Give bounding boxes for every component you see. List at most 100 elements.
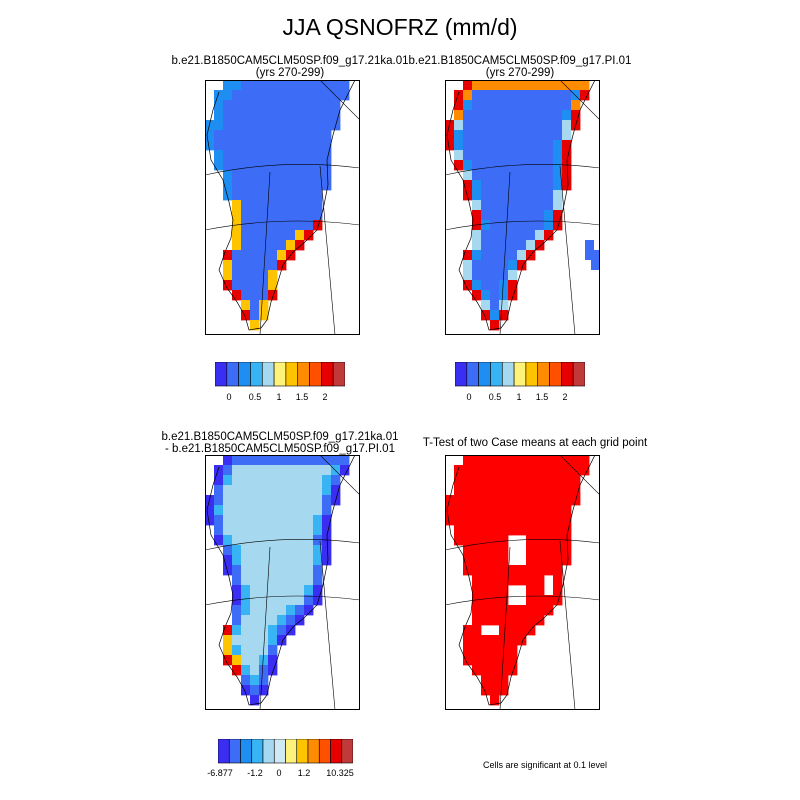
panel3-cell-50 <box>277 485 287 496</box>
panel4-cell-224 <box>499 665 509 676</box>
panel3-cell-127 <box>232 545 242 556</box>
panel1-cell-73 <box>214 130 224 141</box>
panel4-cell-165 <box>481 585 491 596</box>
panel3-cell-230 <box>232 655 242 666</box>
panel4-cell-168 <box>526 585 536 596</box>
panel4-cell-27 <box>571 465 581 476</box>
panel2-cell-221 <box>508 260 518 271</box>
panel3-cell-82 <box>295 505 305 516</box>
panel3-cell-209 <box>232 625 242 636</box>
panel1-cell-225 <box>241 270 251 281</box>
panel3-cell-207 <box>295 615 305 626</box>
panel2-cell-65 <box>517 120 527 131</box>
panel4-cell-170 <box>553 585 563 596</box>
panel4-cell-110 <box>544 525 554 536</box>
panel4-cell-0 <box>463 455 473 466</box>
panel2-cell-36 <box>517 100 527 111</box>
panel1-cell-213 <box>268 250 278 261</box>
panel2-cell-82 <box>535 130 545 141</box>
panel4-cell-231 <box>499 685 509 696</box>
panel3-cell-31 <box>232 475 242 486</box>
panel4-cell-4 <box>499 455 509 466</box>
panel2-cell-21 <box>517 90 527 101</box>
panel1-cell-16 <box>232 90 242 101</box>
panel3-cell-87 <box>214 515 224 526</box>
panel2-cell-153 <box>490 190 500 201</box>
panel3-cell-244 <box>250 685 260 696</box>
panel2-cell-149 <box>562 180 572 191</box>
panel2-cell-232 <box>490 280 500 291</box>
panel1-cell-232 <box>250 280 260 291</box>
panel1-cell-162 <box>241 200 251 211</box>
panel3-cell-62 <box>250 495 260 506</box>
panel4-cell-219 <box>499 655 509 666</box>
panel1-cell-60 <box>232 120 242 131</box>
panel4-cell-222 <box>481 665 491 676</box>
panel1-cell-41 <box>322 100 332 111</box>
panel2-cell-90 <box>481 140 491 151</box>
panel2-cell-1 <box>472 80 482 91</box>
panel1-cell-3 <box>250 80 260 91</box>
panel1-cell-45 <box>232 110 242 121</box>
panel1-cell-132 <box>277 170 287 181</box>
panel4-cell-39 <box>544 475 554 486</box>
panel4-cell-66 <box>526 495 536 506</box>
panel1-cell-5 <box>268 80 278 91</box>
panel4-title-line1: T-Test of two Case means at each grid po… <box>422 437 648 449</box>
panel4-cell-22 <box>526 465 536 476</box>
panel4-cell-167 <box>499 585 509 596</box>
panel2-cell-175 <box>508 210 518 221</box>
panel3-cell-72 <box>205 505 215 516</box>
panel2-cell-122 <box>535 160 545 171</box>
panel4-cell-113 <box>454 535 464 546</box>
panel3-cell-109 <box>295 525 305 536</box>
panel4-cell-142 <box>553 555 563 566</box>
panel3-cell-219 <box>250 635 260 646</box>
cb3-swatch-11 <box>341 739 353 764</box>
panel4-cell-148 <box>499 565 509 576</box>
panel2-cell-222 <box>517 260 527 271</box>
panel3-cell-159 <box>304 565 314 576</box>
panel4-cell-45 <box>472 485 482 496</box>
panel4-cell-227 <box>490 675 500 686</box>
cb2-tick-0: 0 <box>466 392 472 402</box>
panel2-cell-167 <box>526 200 536 211</box>
panel2-cell-238 <box>499 290 509 301</box>
panel3-cell-239 <box>268 665 278 676</box>
panel1-cell-44 <box>223 110 233 121</box>
panel3-cell-17 <box>241 465 251 476</box>
panel3-cell-84 <box>313 505 323 516</box>
panel3-cell-140 <box>241 555 251 566</box>
panel3-cell-223 <box>223 645 233 656</box>
panel3-cell-192 <box>241 605 251 616</box>
panel2-cell-3 <box>490 80 500 91</box>
panel3-cell-237 <box>250 665 260 676</box>
panel2-cell-231 <box>481 280 491 291</box>
panel2-cell-48 <box>499 110 509 121</box>
panel4-cell-206 <box>499 635 509 646</box>
colorbar-21ka-ticks: 0 0.5 1 1.5 2 <box>215 392 345 404</box>
panel3-cell-37 <box>286 475 296 486</box>
colorbar-difference-ticks: -6.877 -1.2 0 1.2 10.325 <box>200 768 370 780</box>
panel2-cell-98 <box>553 140 563 151</box>
panel2-cell-86 <box>445 140 455 151</box>
panel2-cell-91 <box>490 140 500 151</box>
panel2-offshore-cell-2 <box>591 250 600 260</box>
panel4-cell-56 <box>571 485 581 496</box>
panel3-cell-23 <box>295 465 305 476</box>
panel2-cell-88 <box>463 140 473 151</box>
cb2-swatch-8 <box>549 362 562 387</box>
cb1-tick-2: 1 <box>276 392 282 402</box>
panel4-cell-13 <box>580 455 590 466</box>
panel3-cell-64 <box>268 495 278 506</box>
panel1-cell-59 <box>223 120 233 131</box>
panel3-cell-85 <box>322 505 332 516</box>
panel4-cell-147 <box>490 565 500 576</box>
panel1-cell-196 <box>277 230 287 241</box>
panel1-cell-245 <box>259 310 269 321</box>
cb3-swatch-7 <box>296 739 309 764</box>
panel2-cell-185 <box>508 220 518 231</box>
panel3-cell-162 <box>241 575 251 586</box>
panel2-cell-35 <box>508 100 518 111</box>
panel1-cell-181 <box>232 220 242 231</box>
